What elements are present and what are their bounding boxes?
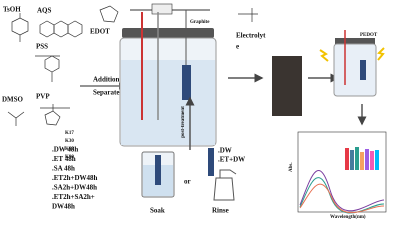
k-values: K17 K30 K60 K90 xyxy=(65,131,74,160)
rinse-condition: .DW xyxy=(218,147,232,155)
diagram: TsOH AQS EDOT PSS DMSO PVP K17K30K60K90 … xyxy=(2,3,387,220)
soak-condition: .SA 48h xyxy=(52,165,75,173)
dmso-label: DMSO xyxy=(2,96,24,104)
spray-bottle xyxy=(213,177,235,201)
film-sample xyxy=(272,56,302,116)
soak-condition: .SA2h+DW48h xyxy=(52,184,97,192)
beaker-lid xyxy=(122,28,214,38)
tsoh-label: TsOH xyxy=(3,6,21,14)
spectrum-curve xyxy=(299,183,385,214)
rinse-label: Rinse xyxy=(212,207,229,215)
k-value: K17 xyxy=(65,131,74,136)
power-supply xyxy=(151,3,173,15)
k-value: K30 xyxy=(65,139,74,144)
pvp-label: PVP xyxy=(36,93,50,101)
or-label: or xyxy=(184,178,191,186)
main-beaker xyxy=(119,3,217,147)
soak-condition: .ET 48h xyxy=(52,155,76,163)
aqs-label: AQS xyxy=(37,7,52,15)
addition-label: Addition xyxy=(93,76,120,84)
graphite-label: Graphite xyxy=(190,20,210,25)
spectrum-curve xyxy=(299,170,385,212)
rinse-list: .DW.ET+DW xyxy=(218,147,245,164)
rinse-condition: .ET+DW xyxy=(218,156,245,164)
edot-label: EDOT xyxy=(90,28,110,36)
rinse-bottle xyxy=(208,148,237,201)
sample xyxy=(155,155,161,185)
small-beaker xyxy=(319,30,385,97)
soak-condition: .DW 48h xyxy=(52,146,78,154)
electrolyte-liquid xyxy=(121,60,215,145)
pedot-sample xyxy=(360,60,366,80)
inset-x-label: Wavelength(nm) xyxy=(330,215,366,220)
soak-beaker xyxy=(141,151,175,198)
inset-bars xyxy=(345,147,379,170)
sample xyxy=(208,148,214,176)
separately-label: Separately xyxy=(93,89,125,97)
spectrum-curve xyxy=(299,177,385,214)
pedot-label: PEDOT xyxy=(360,33,378,38)
graphite-sample xyxy=(182,65,191,100)
beaker-lid xyxy=(335,38,375,44)
soak-condition: .ET2h+DW48h xyxy=(52,174,98,182)
spectrum-inset xyxy=(297,131,387,214)
inset-frame xyxy=(297,131,387,213)
electrolyte-label: Electrolyt xyxy=(236,32,266,40)
soak-condition: DW48h xyxy=(52,203,75,211)
spray-nozzle xyxy=(219,169,237,178)
k-value: K60 xyxy=(65,147,74,152)
electrolyte-structure xyxy=(238,8,258,22)
post-treatment-label: post-treatment xyxy=(181,106,186,138)
inset-y-label: Abs. xyxy=(289,162,294,172)
soak-list: .DW 48h.ET 48h .SA 48h.ET2h+DW48h .SA2h+DW… xyxy=(52,146,98,211)
soak-condition: .ET2h+SA2h+ xyxy=(52,193,95,201)
electrolyte-label: e xyxy=(236,43,239,51)
soak-label: Soak xyxy=(150,207,165,215)
k-value: K90 xyxy=(65,155,74,160)
pss-label: PSS xyxy=(36,43,48,51)
lightning xyxy=(319,47,385,62)
molecule-sketches xyxy=(7,5,119,126)
beaker xyxy=(333,43,377,97)
